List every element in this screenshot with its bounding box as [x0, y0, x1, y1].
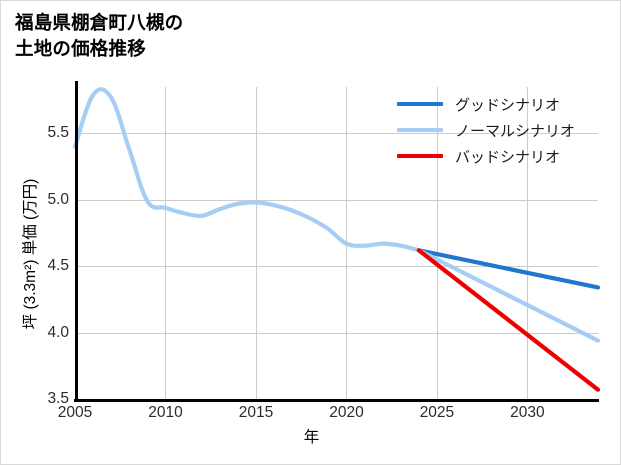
x-axis-spine: [74, 399, 599, 402]
legend-item[interactable]: バッドシナリオ: [397, 143, 612, 169]
x-axis-title: 年: [303, 429, 320, 446]
x-axis-tick-label: 2015: [238, 404, 274, 421]
x-axis-tick-label: 2030: [510, 404, 545, 421]
gridline-vertical: [165, 87, 167, 399]
chart-title: 福島県棚倉町八槻の 土地の価格推移: [15, 12, 184, 60]
y-axis-title: 坪 (3.3m²) 単価 (万円): [22, 178, 39, 330]
legend-color-swatch: [397, 153, 443, 159]
gridline-horizontal: [75, 133, 598, 135]
gridline-horizontal: [75, 332, 598, 334]
legend-color-swatch: [397, 101, 443, 107]
gridline-vertical: [436, 87, 438, 399]
y-axis-tick-label: 3.5: [47, 390, 69, 407]
legend-item-label: ノーマルシナリオ: [455, 122, 576, 140]
gridline-vertical: [527, 87, 529, 399]
y-axis-tick-label: 5.0: [47, 190, 69, 208]
x-axis-tick-label: 2025: [419, 404, 455, 421]
x-axis-tick-label: 2020: [329, 404, 364, 421]
legend-item-label: グッドシナリオ: [455, 96, 561, 114]
plot-area: [72, 87, 601, 400]
x-axis-tick-label: 2010: [148, 404, 183, 421]
series-line: [416, 248, 601, 343]
gridline-vertical: [255, 87, 257, 399]
gridline-horizontal: [75, 199, 598, 201]
gridline-horizontal: [75, 266, 598, 268]
series-line: [72, 87, 421, 253]
y-axis-tick-label: 5.5: [47, 124, 69, 142]
y-axis-tick-label: 4.0: [47, 323, 69, 341]
y-axis-spine: [75, 81, 78, 401]
series-line: [416, 248, 601, 392]
series-line: [416, 248, 601, 290]
plot-background: [75, 87, 598, 399]
legend-item[interactable]: グッドシナリオ: [397, 91, 612, 117]
legend-item-label: バッドシナリオ: [455, 148, 561, 166]
legend-color-swatch: [397, 127, 443, 133]
legend-item[interactable]: ノーマルシナリオ: [397, 117, 612, 143]
chart-legend: グッドシナリオ ノーマルシナリオ バッドシナリオ: [397, 91, 612, 169]
y-axis-tick-label: 4.5: [47, 257, 69, 275]
x-axis-tick-label: 2005: [57, 404, 93, 421]
series-lines: [72, 87, 601, 392]
